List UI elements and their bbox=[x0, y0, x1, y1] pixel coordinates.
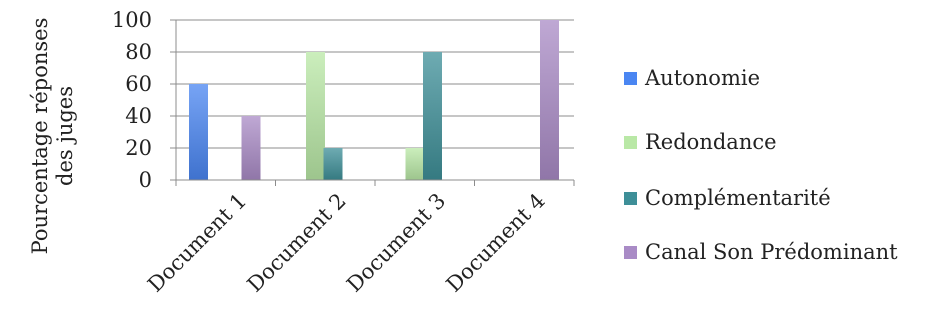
y-tick-label-40: 40 bbox=[125, 104, 152, 128]
y-tick-label-100: 100 bbox=[112, 8, 152, 32]
legend-item-complementarite: Complémentarité bbox=[624, 186, 831, 210]
bar-redondance-document-2 bbox=[306, 52, 325, 180]
legend-swatch-complementarite bbox=[624, 191, 637, 205]
legend-item-autonomie: Autonomie bbox=[624, 66, 760, 90]
y-tick-labels: 0 20 40 60 80 100 bbox=[112, 8, 152, 192]
y-tick-label-80: 80 bbox=[125, 40, 152, 64]
legend-label-redondance: Redondance bbox=[645, 130, 777, 154]
legend-item-canal-son-predominant: Canal Son Prédominant bbox=[624, 240, 898, 264]
legend-label-canal-son-predominant: Canal Son Prédominant bbox=[645, 240, 898, 264]
bar-complementarite-document-2 bbox=[323, 148, 343, 180]
legend-swatch-autonomie bbox=[624, 71, 637, 85]
y-axis-label-line-2: des juges bbox=[53, 86, 77, 186]
y-axis-label-line-1: Pourcentage réponses bbox=[28, 18, 52, 255]
legend-label-complementarite: Complémentarité bbox=[645, 186, 831, 210]
bar-redondance-document-3 bbox=[405, 148, 425, 180]
x-tick-label-document-2: Document 2 bbox=[243, 189, 351, 297]
x-tick-label-document-3: Document 3 bbox=[342, 189, 450, 297]
legend-item-redondance: Redondance bbox=[624, 130, 777, 154]
legend-label-autonomie: Autonomie bbox=[645, 66, 760, 90]
bar-complementarite-document-3 bbox=[423, 52, 442, 180]
legend-swatch-canal-son-predominant bbox=[624, 245, 637, 259]
bar-canal-son-predominant-document-1 bbox=[241, 116, 261, 180]
bar-autonomie-document-1 bbox=[189, 84, 208, 180]
y-tick-label-0: 0 bbox=[139, 168, 152, 192]
y-tick-label-20: 20 bbox=[125, 136, 152, 160]
y-tick-label-60: 60 bbox=[125, 72, 152, 96]
bars bbox=[189, 20, 559, 180]
gridlines bbox=[176, 19, 574, 149]
axes bbox=[170, 19, 575, 186]
legend-swatch-redondance bbox=[624, 135, 637, 149]
x-tick-label-document-1: Document 1 bbox=[143, 189, 251, 297]
bar-canal-son-predominant-document-4 bbox=[540, 20, 559, 180]
x-tick-label-document-4: Document 4 bbox=[442, 189, 550, 297]
